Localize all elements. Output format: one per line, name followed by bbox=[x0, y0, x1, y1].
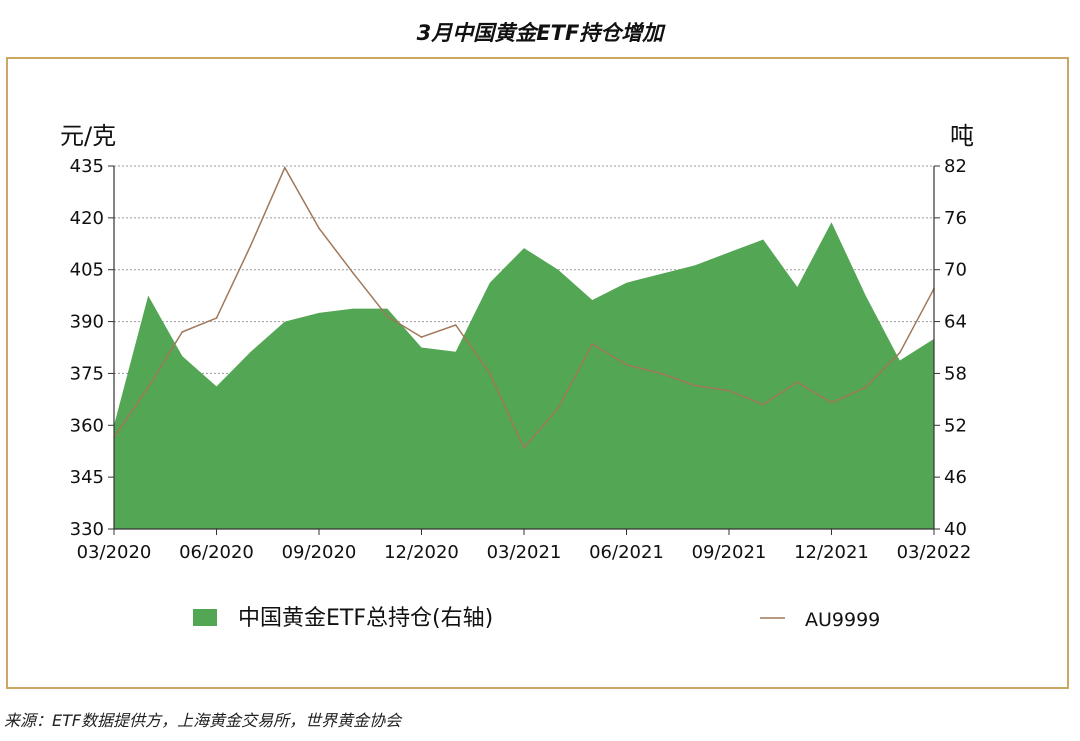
right-axis-tick-label: 58 bbox=[944, 363, 967, 384]
x-axis-tick-label: 03/2021 bbox=[487, 542, 562, 563]
chart-frame bbox=[6, 57, 1069, 689]
au9999-point bbox=[352, 272, 355, 275]
x-axis-tick-label: 03/2022 bbox=[897, 542, 972, 563]
au9999-point bbox=[523, 447, 525, 449]
left-axis-tick-label: 360 bbox=[70, 415, 104, 436]
right-axis-tick-label: 70 bbox=[944, 260, 967, 281]
au9999-point bbox=[318, 227, 320, 229]
etf-holdings-area bbox=[114, 222, 934, 529]
au9999-point bbox=[420, 336, 423, 338]
au9999-point bbox=[147, 386, 149, 389]
au9999-point bbox=[864, 386, 867, 389]
left-axis-tick-label: 345 bbox=[70, 467, 104, 488]
right-axis-tick-label: 64 bbox=[944, 312, 967, 333]
au9999-point bbox=[762, 403, 764, 406]
x-axis-tick-label: 12/2021 bbox=[794, 542, 869, 563]
x-axis-tick-label: 06/2020 bbox=[179, 542, 254, 563]
au9999-point bbox=[489, 372, 491, 375]
left-axis-tick-label: 330 bbox=[70, 519, 104, 540]
x-axis-tick-label: 12/2020 bbox=[384, 542, 459, 563]
etf-holdings-area-layer bbox=[114, 222, 934, 529]
left-axis-tick-label: 420 bbox=[70, 208, 104, 229]
x-axis-tick-label: 06/2021 bbox=[589, 542, 664, 563]
x-axis-tick-label: 09/2021 bbox=[692, 542, 767, 563]
right-axis-tick-label: 76 bbox=[944, 208, 967, 229]
left-axis-tick-label: 375 bbox=[70, 363, 104, 384]
x-axis-tick-label: 09/2020 bbox=[282, 542, 357, 563]
au9999-point bbox=[454, 324, 457, 326]
left-axis-tick-label: 390 bbox=[70, 312, 104, 333]
au9999-point bbox=[728, 389, 730, 392]
right-axis-tick-label: 40 bbox=[944, 519, 967, 540]
left-axis-tick-label: 435 bbox=[70, 156, 104, 177]
right-axis-tick-label: 82 bbox=[944, 156, 967, 177]
au9999-point bbox=[215, 317, 218, 319]
au9999-point bbox=[591, 343, 594, 345]
right-axis-unit: 吨 bbox=[950, 122, 974, 150]
legend-label-etf: 中国黄金ETF总持仓(右轴) bbox=[238, 606, 493, 631]
au9999-point bbox=[899, 351, 901, 354]
legend-swatch-etf bbox=[193, 609, 217, 626]
axes: 330 345 360 375 390 405 420 435 40 46 52 58 64 70 76 82… bbox=[70, 156, 972, 563]
legend-label-au9999: AU9999 bbox=[805, 609, 880, 631]
left-axis-unit: 元/克 bbox=[60, 122, 116, 150]
au9999-point bbox=[625, 364, 628, 366]
au9999-point bbox=[659, 372, 662, 375]
au9999-point bbox=[557, 407, 559, 409]
chart-title: 3月中国黄金ETF持仓增加 bbox=[416, 21, 664, 45]
x-axis-tick-label: 03/2020 bbox=[77, 542, 152, 563]
au9999-point bbox=[830, 402, 833, 404]
au9999-point bbox=[249, 244, 252, 247]
au9999-point bbox=[181, 331, 184, 333]
right-axis-tick-label: 52 bbox=[944, 415, 967, 436]
source-note: 来源：ETF数据提供方，上海黄金交易所，世界黄金协会 bbox=[4, 711, 402, 730]
au9999-point bbox=[796, 381, 799, 383]
au9999-point bbox=[284, 166, 286, 169]
left-axis-tick-label: 405 bbox=[70, 260, 104, 281]
right-axis-tick-label: 46 bbox=[944, 467, 967, 488]
au9999-point bbox=[694, 384, 696, 387]
au9999-point bbox=[386, 315, 389, 318]
